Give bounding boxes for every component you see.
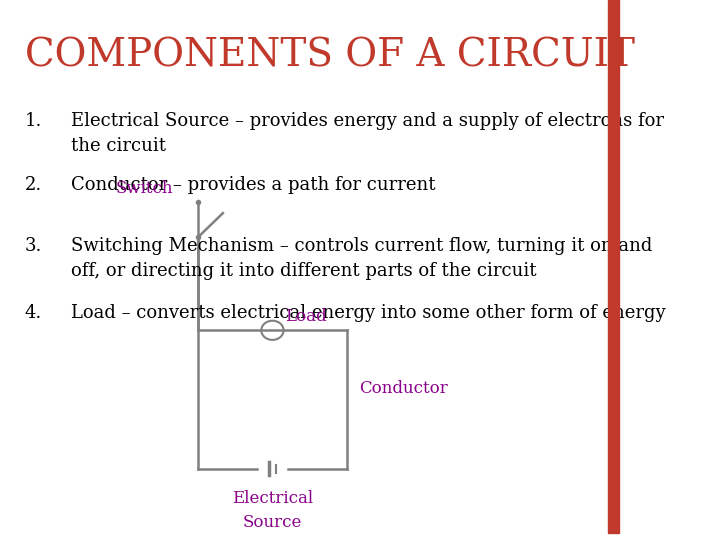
Text: Conductor – provides a path for current: Conductor – provides a path for current bbox=[71, 176, 436, 194]
Text: Load: Load bbox=[285, 308, 326, 325]
Text: Switching Mechanism – controls current flow, turning it on and
off, or directing: Switching Mechanism – controls current f… bbox=[71, 237, 652, 280]
Text: 4.: 4. bbox=[24, 303, 42, 322]
Text: Switch: Switch bbox=[116, 180, 174, 197]
Text: Load – converts electrical energy into some other form of energy: Load – converts electrical energy into s… bbox=[71, 303, 666, 322]
Text: 3.: 3. bbox=[24, 237, 42, 255]
Bar bbox=[608, 0, 619, 533]
Text: Conductor: Conductor bbox=[359, 380, 448, 397]
Text: COMPONENTS OF A CIRCUIT: COMPONENTS OF A CIRCUIT bbox=[24, 37, 635, 75]
Text: 1.: 1. bbox=[24, 112, 42, 130]
Text: Electrical
Source: Electrical Source bbox=[232, 490, 313, 531]
Text: 2.: 2. bbox=[24, 176, 42, 194]
Text: Electrical Source – provides energy and a supply of electrons for
the circuit: Electrical Source – provides energy and … bbox=[71, 112, 665, 155]
